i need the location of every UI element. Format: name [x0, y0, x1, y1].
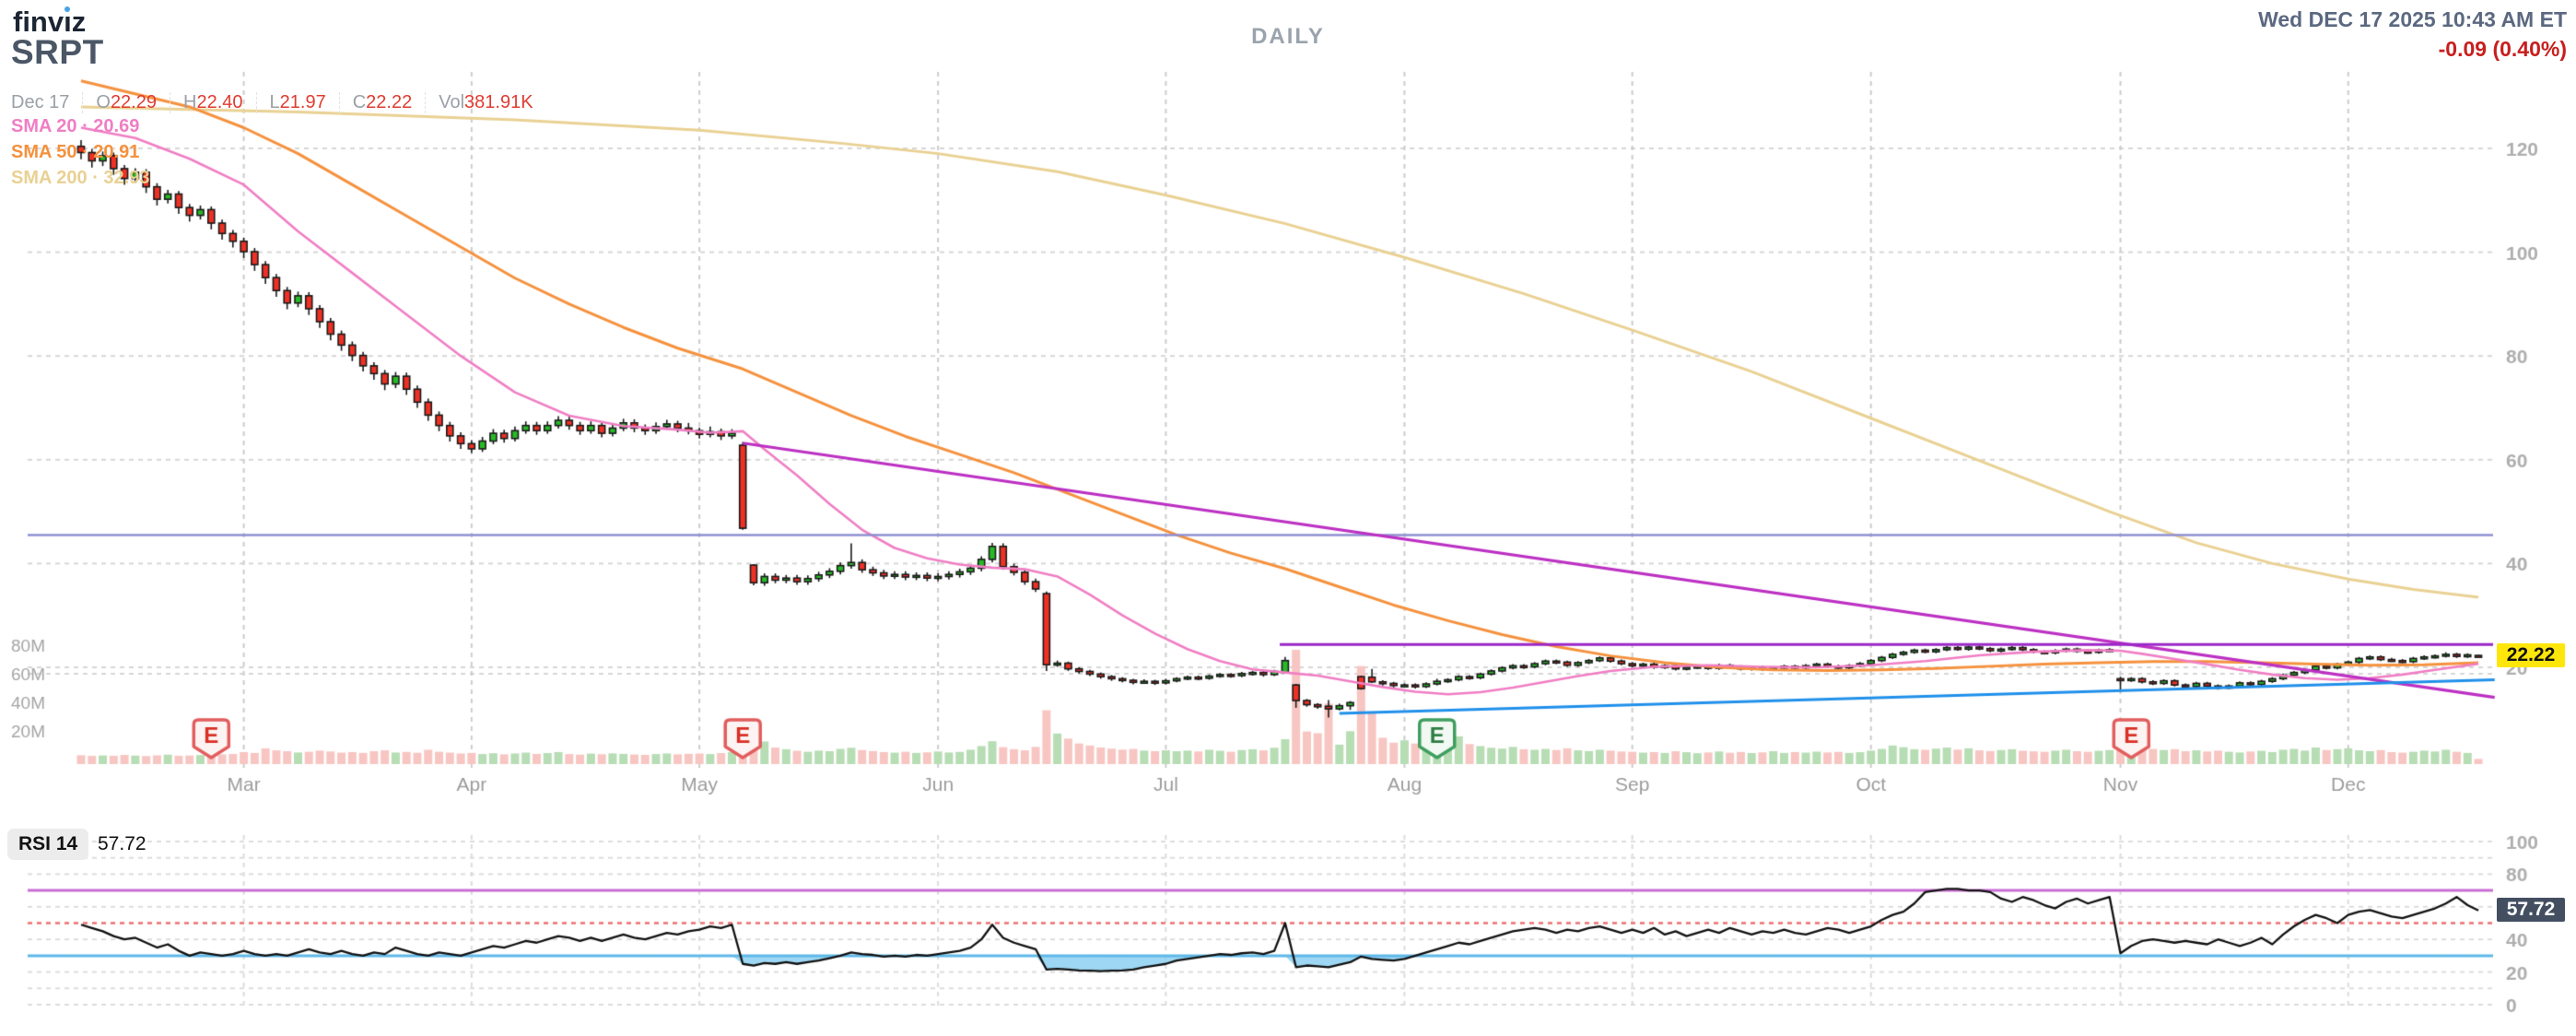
- sma200-value: 32.93: [103, 168, 150, 188]
- quote-volume-label: Vol: [439, 92, 465, 112]
- quote-low-value: 21.97: [279, 92, 326, 112]
- quote-open-value: 22.29: [110, 92, 157, 112]
- quote-high-value: 22.40: [196, 92, 243, 112]
- timeframe-label: DAILY: [1251, 24, 1325, 49]
- quote-open-label: O: [96, 92, 111, 112]
- sma20-legend: SMA 20 · 20.69: [11, 116, 140, 136]
- last-price-tag: 22.22: [2497, 643, 2565, 667]
- quote-close-label: C: [352, 92, 367, 112]
- sma20-value: 20.69: [93, 116, 140, 136]
- finviz-logo[interactable]: finvız: [13, 6, 86, 39]
- sma20-label: SMA 20: [11, 116, 77, 136]
- quote-close-value: 22.22: [366, 92, 413, 112]
- sma200-legend: SMA 200 · 32.93: [11, 168, 150, 188]
- sma200-label: SMA 200: [11, 168, 88, 188]
- quote-row: Dec 17 O22.29 H22.40 L21.97 C22.22 Vol38…: [11, 92, 559, 113]
- datetime-label: Wed DEC 17 2025 10:43 AM ET: [2258, 7, 2567, 31]
- sma50-value: 20.91: [93, 142, 140, 162]
- price-change-label: -0.09 (0.40%): [2438, 37, 2567, 61]
- rsi-value-tag: 57.72: [2497, 898, 2565, 922]
- quote-volume-value: 381.91K: [464, 92, 533, 112]
- quote-low-label: L: [269, 92, 280, 112]
- rsi-indicator-label: RSI 14: [7, 829, 89, 860]
- sma50-label: SMA 50: [11, 142, 77, 162]
- ticker-symbol: SRPT: [11, 33, 104, 71]
- quote-high-label: H: [183, 92, 197, 112]
- sma50-legend: SMA 50 · 20.91: [11, 142, 140, 162]
- finviz-logo-text: finvız: [13, 6, 87, 38]
- quote-date: Dec 17: [11, 92, 70, 112]
- rsi-indicator-value: 57.72: [98, 833, 146, 854]
